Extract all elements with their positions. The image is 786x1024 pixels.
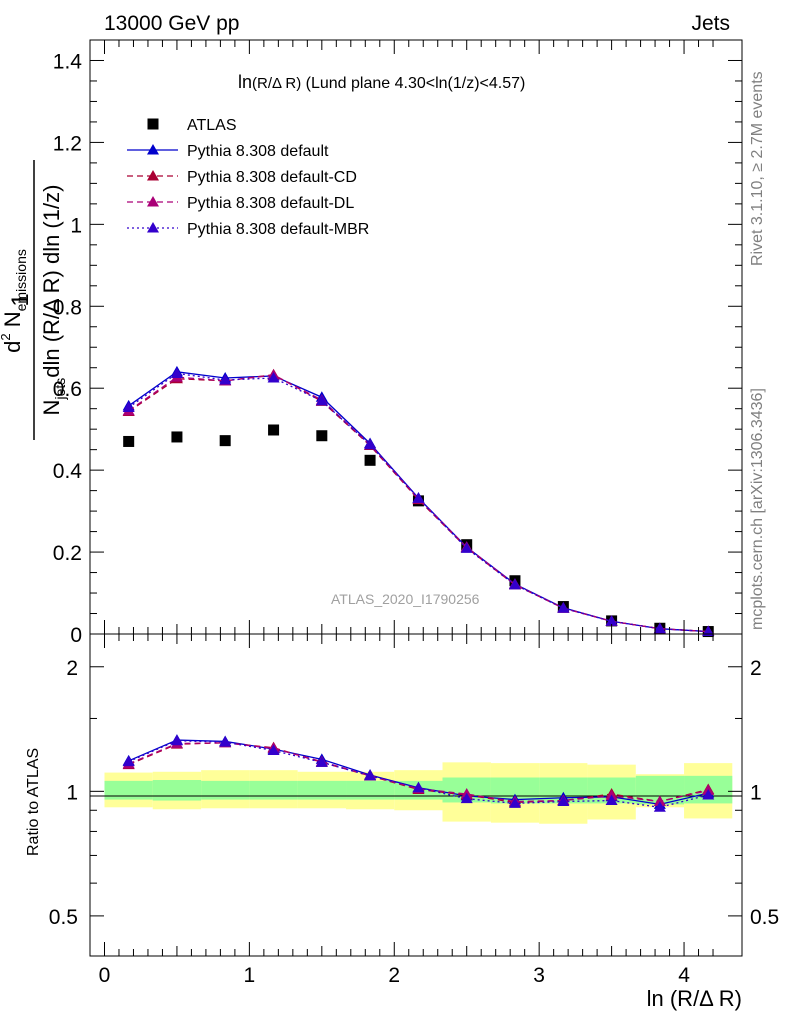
x-tick-label: 4 <box>678 964 690 987</box>
data-point <box>219 374 232 385</box>
ratio-point <box>605 794 618 806</box>
data-point <box>653 622 666 634</box>
ratio-point <box>122 755 135 767</box>
uncertainty-band-inner <box>346 780 395 800</box>
ratio-point <box>315 756 328 767</box>
ratio-point <box>412 781 425 793</box>
y-tick-label: 0.6 <box>53 378 82 401</box>
data-point <box>219 435 231 447</box>
y-tick-label: 0 <box>70 624 82 647</box>
ratio-point <box>508 797 521 808</box>
ratio-y-tick-label-right: 1 <box>750 781 762 804</box>
data-point <box>267 371 280 383</box>
y-tick-label: 0.2 <box>53 542 82 565</box>
y-label-numerator: d2 Nemissions <box>0 249 29 353</box>
ratio-y-tick-label: 2 <box>66 657 78 680</box>
legend-marker <box>147 196 159 207</box>
uncertainty-band-inner <box>249 780 298 800</box>
watermark: ATLAS_2020_I1790256 <box>331 591 480 607</box>
ratio-point <box>557 795 570 806</box>
uncertainty-band-inner <box>152 780 202 801</box>
uncertainty-band-inner <box>297 780 347 800</box>
ratio-y-tick-label: 1 <box>66 781 78 804</box>
uncertainty-band-inner <box>104 780 153 800</box>
legend-label: Pythia 8.308 default-MBR <box>187 221 369 238</box>
y-tick-label: 1.4 <box>53 50 83 73</box>
data-point <box>171 431 183 443</box>
ratio-series-pythia-8-308-default-mbr <box>122 734 715 812</box>
legend-label: Pythia 8.308 default-CD <box>187 169 357 186</box>
ratio-y-tick-label: 0.5 <box>49 906 78 929</box>
process-label: Jets <box>691 12 730 35</box>
data-point <box>123 435 135 447</box>
uncertainty-band-inner <box>201 780 250 800</box>
ratio-plot-panel: 0.5 0.5 1 1 2 2 0 1 2 3 4 <box>49 633 779 987</box>
ratio-point <box>267 744 280 756</box>
data-point <box>268 424 280 436</box>
ratio-point <box>219 736 232 747</box>
legend-label: ATLAS <box>187 117 237 134</box>
ratio-point <box>364 769 377 781</box>
data-point <box>557 602 570 613</box>
data-point <box>702 625 715 637</box>
ratio-plot-frame <box>89 633 743 957</box>
energy-label: 13000 GeV pp <box>104 12 239 35</box>
x-tick-label: 0 <box>99 964 111 987</box>
legend: ATLAS Pythia 8.308 default Pythia 8.308 de… <box>127 117 369 238</box>
ratio-y-tick-label-right: 2 <box>750 657 762 680</box>
data-point <box>316 430 328 442</box>
rivet-label: Rivet 3.1.10, ≥ 2.7M events <box>749 71 766 266</box>
data-point <box>364 438 377 450</box>
data-point <box>605 615 618 626</box>
y-tick-label: 0.8 <box>53 296 82 319</box>
x-tick-label: 2 <box>388 964 400 987</box>
mcplots-label: mcplots.cern.ch [arXiv:1306.3436] <box>749 388 766 630</box>
legend-label: Pythia 8.308 default-DL <box>187 195 354 212</box>
data-point <box>364 454 376 466</box>
x-tick-label: 3 <box>533 964 545 987</box>
legend-marker <box>147 144 159 155</box>
data-point <box>460 542 473 553</box>
main-plot-panel: 0 0.2 0.4 0.6 0.8 1 1.2 1.4 ln(R/Δ R) (Lund pla… <box>53 39 743 647</box>
legend-marker <box>147 170 159 181</box>
y-tick-label: 1.2 <box>53 132 82 155</box>
data-point <box>315 394 328 406</box>
series-pythia-8-308-default-mbr <box>122 367 715 637</box>
x-axis-label: ln (R/Δ R) <box>647 986 742 1011</box>
ratio-point <box>460 792 473 804</box>
legend-marker <box>147 118 159 130</box>
y-tick-label: 1 <box>70 214 82 237</box>
data-point <box>412 492 425 503</box>
data-point <box>508 578 521 590</box>
data-point <box>170 367 183 378</box>
main-y-axis-label: 1 d2 Nemissions Njetsdln (R/Δ R) dln (1/… <box>0 160 68 440</box>
legend-marker <box>147 222 159 233</box>
y-label-one: 1 <box>7 293 34 306</box>
ratio-y-axis-label: Ratio to ATLAS <box>25 748 42 856</box>
ratio-y-tick-label-right: 0.5 <box>750 906 779 929</box>
ratio-point <box>702 788 715 800</box>
y-tick-label: 0.4 <box>53 460 83 483</box>
ratio-point <box>653 801 666 812</box>
ratio-point <box>653 795 666 806</box>
legend-label: Pythia 8.308 default <box>187 143 329 160</box>
data-point <box>122 401 135 412</box>
ratio-point <box>170 734 183 746</box>
y-label-denominator: Njetsdln (R/Δ R) dln (1/z) <box>39 185 68 416</box>
main-plot-title: ln(R/Δ R) (Lund plane 4.30<ln(1/z)<4.57) <box>238 72 525 92</box>
x-tick-label: 1 <box>244 964 256 987</box>
